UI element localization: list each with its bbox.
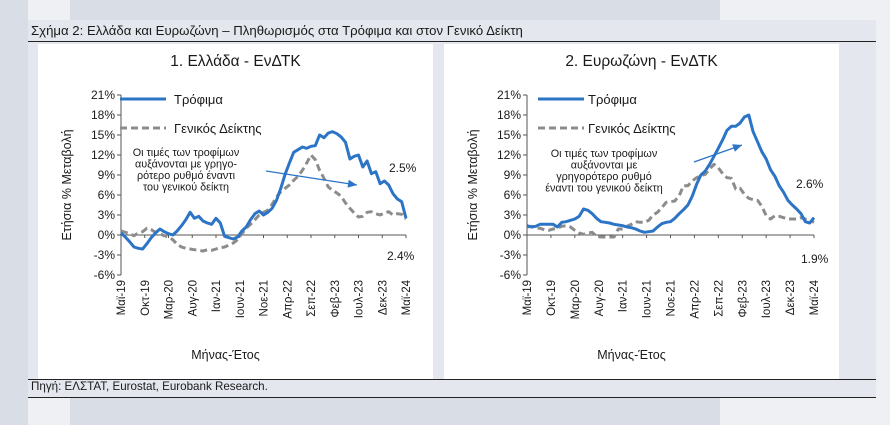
end-label-food: 2.6% [796, 177, 824, 191]
figure-source: Πηγή: ΕΛΣΤΑΤ, Eurostat, Eurobank Researc… [31, 380, 268, 393]
title-underline [28, 41, 876, 42]
x-tick-label: Μαρ-20 [570, 280, 582, 319]
end-label-general: 1.9% [801, 252, 829, 266]
y-tick-label: 15% [497, 128, 521, 142]
y-tick-label: 0% [504, 228, 522, 242]
annotation-arrowhead [732, 144, 742, 152]
y-tick-label: -3% [500, 248, 522, 262]
x-tick-label: Νοε-21 [666, 280, 678, 316]
x-tick-label: Μαϊ-19 [116, 280, 128, 315]
x-tick-label: Ιαν-21 [211, 280, 223, 312]
y-tick-label: 21% [497, 88, 521, 102]
y-tick-label: 6% [504, 188, 522, 202]
x-tick-label: Αυγ-20 [594, 280, 606, 316]
figure-title: Σχήμα 2: Ελλάδα και Ευρωζώνη – Πληθωρισμ… [31, 23, 523, 38]
legend-label-food: Τρόφιμα [174, 92, 223, 107]
x-tick-label: Σεπ-22 [306, 280, 318, 317]
annotation-line: έναντι του γενικού δείκτη [545, 183, 663, 195]
x-axis-label: Μήνας-Έτος [191, 348, 260, 362]
x-tick-label: Ιουν-21 [235, 280, 247, 318]
y-axis-label: Ετήσια % Μεταβολή [60, 129, 74, 240]
chart-eurozone: 2. Ευρωζώνη - ΕνΔΤΚ 21% 18% 15% 12% 9% 6% 3% 0% -… [444, 44, 839, 379]
y-tick-label: 3% [98, 208, 116, 222]
x-tick-label: Μαϊ-19 [522, 280, 534, 315]
x-tick-label: Νοε-21 [259, 280, 271, 316]
x-tick-label: Οκτ-19 [140, 280, 152, 316]
x-tick-label: Ιαν-21 [618, 280, 630, 312]
end-label-food: 2.5% [389, 161, 417, 175]
y-axis-label: Ετήσια % Μεταβολή [466, 129, 480, 240]
y-tick-label: 3% [504, 208, 522, 222]
y-tick-label: 12% [497, 148, 521, 162]
chart-svg-1: 1. Ελλάδα - ΕνΔΤΚ 21% 18% 15% 12% 9% 6% 3% 0% -3%… [60, 53, 417, 362]
chart-svg-2: 2. Ευρωζώνη - ΕνΔΤΚ 21% 18% 15% 12% 9% 6% 3% 0% -… [466, 53, 829, 362]
x-axis-label: Μήνας-Έτος [597, 348, 666, 362]
source-topline [28, 379, 876, 380]
series-line-general [526, 162, 815, 239]
annotation-line: ρότερο ρυθμό έναντι [137, 170, 236, 182]
x-tick-label: Φεβ-23 [330, 280, 342, 318]
annotation-line: Οι τιμές των τροφίμων [551, 148, 658, 160]
chart-greece: 1. Ελλάδα - ΕνΔΤΚ 21% 18% 15% 12% 9% 6% 3% 0% -3%… [38, 44, 433, 379]
y-tick-label: 6% [98, 188, 116, 202]
series-line-food [119, 130, 408, 251]
series-line-food [526, 113, 816, 234]
annotation-arrowhead [347, 179, 357, 188]
annotation-arrow [265, 170, 358, 186]
y-tick-label: 18% [91, 108, 115, 122]
y-tick-label: -3% [94, 248, 116, 262]
x-tick-label: Δεκ-23 [377, 280, 389, 315]
y-tick-label: -6% [500, 268, 522, 282]
x-tick-label: Φεβ-23 [737, 280, 749, 318]
x-tick-label: Ιουλ-23 [761, 280, 773, 318]
x-tick-label: Ιουλ-23 [354, 280, 366, 318]
x-tick-label: Απρ-22 [282, 280, 294, 319]
annotation-line: Οι τιμές των τροφίμων [133, 147, 240, 159]
end-label-general: 2.4% [387, 249, 415, 263]
x-tick-label: Μαϊ-24 [809, 279, 821, 315]
annotation-line: αυξάνονται με γρηγο- [135, 159, 237, 171]
legend-label-food: Τρόφιμα [588, 92, 637, 107]
annotation-line: γρηγορότερο ρυθμό [556, 171, 651, 183]
chart-title: 2. Ευρωζώνη - ΕνΔΤΚ [565, 53, 718, 70]
y-tick-label: 21% [91, 88, 115, 102]
y-tick-label: 15% [91, 128, 115, 142]
x-tick-label: Απρ-22 [689, 280, 701, 319]
x-tick-label: Μαρ-20 [164, 280, 176, 319]
y-tick-label: 18% [497, 108, 521, 122]
x-tick-label: Δεκ-23 [785, 280, 797, 315]
x-tick-label: Μαϊ-24 [401, 279, 413, 315]
x-tick-label: Οκτ-19 [546, 280, 558, 316]
legend-label-general: Γενικός Δείκτης [588, 121, 676, 136]
x-tick-label: Ιουν-21 [642, 280, 654, 318]
y-tick-label: -6% [94, 268, 116, 282]
series-line-general [120, 153, 408, 253]
annotation-line: του γενικού δείκτη [143, 182, 229, 194]
x-tick-label: Αυγ-20 [187, 280, 199, 316]
source-underline [28, 397, 876, 398]
chart-title: 1. Ελλάδα - ΕνΔΤΚ [170, 53, 301, 70]
background-band-left [0, 0, 28, 425]
y-tick-label: 0% [98, 228, 116, 242]
x-tick-label: Σεπ-22 [713, 280, 725, 317]
legend-label-general: Γενικός Δείκτης [174, 121, 262, 136]
y-tick-label: 9% [98, 168, 116, 182]
annotation-line: αυξάνονται με [571, 160, 638, 172]
y-tick-label: 9% [504, 168, 522, 182]
y-tick-label: 12% [91, 148, 115, 162]
